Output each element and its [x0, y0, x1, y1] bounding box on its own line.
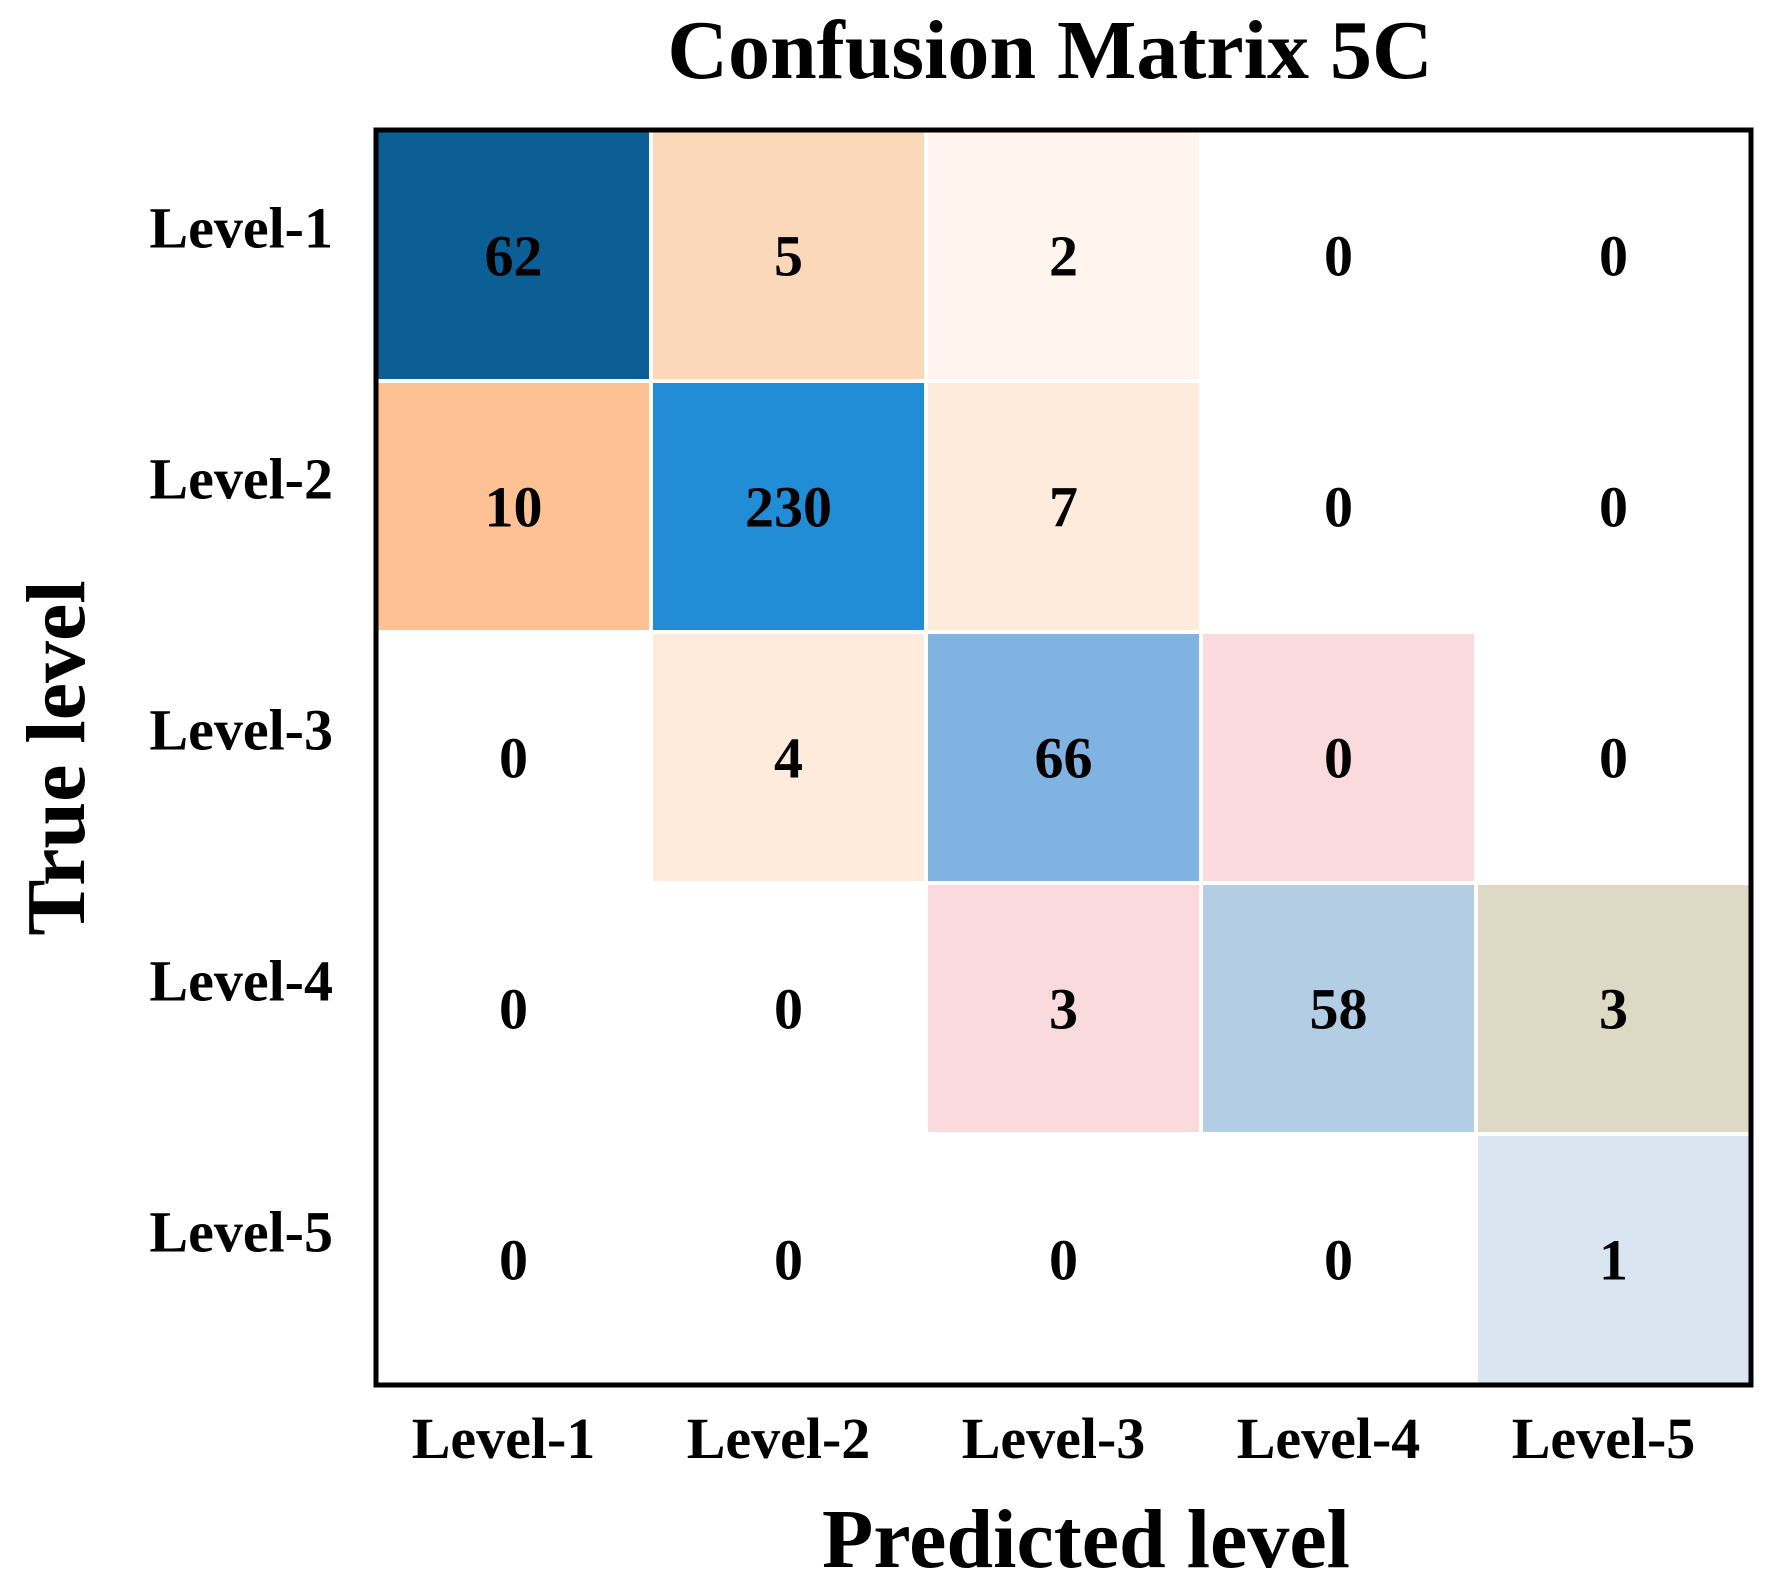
heatmap-cell-r5-c1: [378, 1136, 649, 1383]
heatmap-cell-r4-c4: [1203, 885, 1474, 1132]
cell-value-r3-c2: 4: [774, 726, 803, 791]
x-tick-label-2: Level-2: [687, 1406, 871, 1471]
cell-value-r4-c5: 3: [1599, 977, 1628, 1042]
heatmap-cell-r2-c3: [928, 383, 1199, 630]
x-tick-label-3: Level-3: [962, 1406, 1146, 1471]
heatmap-cell-r4-c1: [378, 885, 649, 1132]
heatmap-cell-r1-c5: [1478, 132, 1749, 379]
cell-value-r5-c1: 0: [499, 1228, 528, 1293]
heatmap-cell-r5-c3: [928, 1136, 1199, 1383]
cell-value-r3-c5: 0: [1599, 726, 1628, 791]
cell-value-r4-c4: 58: [1310, 977, 1368, 1042]
cell-value-r3-c4: 0: [1324, 726, 1353, 791]
y-axis-label: True level: [10, 580, 103, 935]
heatmap-cell-r5-c5: [1478, 1136, 1749, 1383]
cell-value-r1-c4: 0: [1324, 224, 1353, 289]
plot-frame: [373, 127, 1754, 1388]
x-axis-label: Predicted level: [822, 1493, 1350, 1586]
cell-value-r1-c5: 0: [1599, 224, 1628, 289]
cell-value-r2-c5: 0: [1599, 475, 1628, 540]
heatmap-cell-r2-c2: [653, 383, 924, 630]
heatmap-cell-r1-c4: [1203, 132, 1474, 379]
heatmap-cell-r1-c2: [653, 132, 924, 379]
cell-value-r1-c2: 5: [774, 224, 803, 289]
x-axis-ticks: Level-1 Level-2 Level-3 Level-4 Level-5: [412, 1406, 1696, 1471]
heatmap-cell-r4-c2: [653, 885, 924, 1132]
heatmap-cell-r2-c1: [378, 383, 649, 630]
heatmap-cell-r3-c2: [653, 634, 924, 881]
cell-value-r4-c1: 0: [499, 977, 528, 1042]
y-tick-label-2: Level-2: [149, 447, 333, 512]
cell-value-r2-c2: 230: [745, 475, 832, 540]
cell-value-r4-c3: 3: [1049, 977, 1078, 1042]
heatmap-cell-r3-c1: [378, 634, 649, 881]
heatmap-cell-r1-c1: [378, 132, 649, 379]
heatmap-cell-labels: 62 5 2 0 0 10 230 7 0 0 0 4 66 0 0 0 0 3 58 3 0 0 0 0 1: [485, 224, 1629, 1293]
heatmap-cells: [378, 132, 1749, 1383]
cell-value-r5-c2: 0: [774, 1228, 803, 1293]
y-tick-label-3: Level-3: [149, 698, 333, 763]
heatmap-cell-r5-c4: [1203, 1136, 1474, 1383]
heatmap-cell-r3-c5: [1478, 634, 1749, 881]
cell-value-r5-c4: 0: [1324, 1228, 1353, 1293]
cell-value-r3-c3: 66: [1035, 726, 1093, 791]
cell-value-r1-c1: 62: [485, 224, 543, 289]
x-tick-label-5: Level-5: [1512, 1406, 1696, 1471]
heatmap-cell-r3-c3: [928, 634, 1199, 881]
heatmap-cell-r1-c3: [928, 132, 1199, 379]
cell-value-r1-c3: 2: [1049, 224, 1078, 289]
y-tick-label-4: Level-4: [149, 949, 333, 1014]
heatmap-cell-r5-c2: [653, 1136, 924, 1383]
cell-value-r2-c1: 10: [485, 475, 543, 540]
y-tick-label-5: Level-5: [149, 1200, 333, 1265]
cell-value-r5-c5: 1: [1599, 1228, 1628, 1293]
cell-value-r2-c4: 0: [1324, 475, 1353, 540]
y-axis-ticks: Level-1 Level-2 Level-3 Level-4 Level-5: [149, 196, 333, 1265]
x-tick-label-1: Level-1: [412, 1406, 596, 1471]
heatmap-cell-r4-c3: [928, 885, 1199, 1132]
heatmap-cell-r2-c5: [1478, 383, 1749, 630]
chart-title: Confusion Matrix 5C: [667, 4, 1432, 97]
cell-value-r3-c1: 0: [499, 726, 528, 791]
cell-value-r5-c3: 0: [1049, 1228, 1078, 1293]
y-tick-label-1: Level-1: [149, 196, 333, 261]
heatmap-cell-r4-c5: [1478, 885, 1749, 1132]
heatmap-cell-r2-c4: [1203, 383, 1474, 630]
cell-value-r2-c3: 7: [1049, 475, 1078, 540]
x-tick-label-4: Level-4: [1237, 1406, 1421, 1471]
cell-value-r4-c2: 0: [774, 977, 803, 1042]
heatmap-cell-r3-c4: [1203, 634, 1474, 881]
